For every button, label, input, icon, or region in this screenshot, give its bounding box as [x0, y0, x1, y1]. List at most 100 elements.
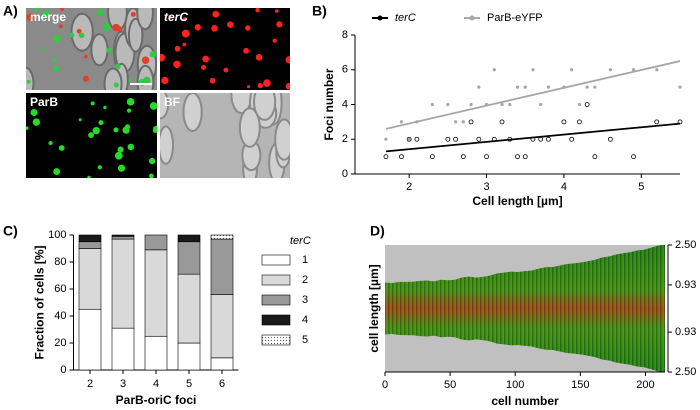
- focus: [212, 10, 220, 18]
- focus: [285, 82, 290, 90]
- bar-segment: [210, 238, 234, 295]
- point: [384, 137, 388, 141]
- legend-marker: [377, 15, 383, 21]
- cell: [70, 12, 94, 52]
- legend-label: 1: [302, 254, 308, 266]
- point: [492, 68, 496, 72]
- point: [678, 85, 682, 89]
- panel-label: A): [3, 3, 18, 19]
- focus: [26, 13, 35, 21]
- y-tick-label: 60: [54, 283, 66, 295]
- point: [484, 154, 489, 160]
- micrograph-content: [160, 93, 290, 178]
- focus: [141, 56, 150, 65]
- cell: [274, 118, 290, 161]
- focus: [103, 105, 107, 110]
- focus: [128, 78, 132, 82]
- point: [538, 136, 544, 142]
- point: [631, 154, 636, 160]
- tile-label: merge: [30, 10, 66, 24]
- focus: [161, 76, 169, 85]
- micrograph-content: [160, 8, 290, 90]
- focus: [32, 118, 41, 126]
- focus: [53, 168, 61, 175]
- y-tick-label: 4: [342, 98, 348, 110]
- focus: [78, 32, 85, 39]
- point: [584, 102, 590, 107]
- point: [531, 68, 535, 72]
- point: [468, 119, 474, 125]
- focus: [173, 60, 181, 69]
- focus: [149, 102, 157, 110]
- x-tick-label: 150: [571, 379, 589, 391]
- focus: [227, 21, 234, 28]
- y-tick-label: 40: [54, 310, 66, 322]
- focus: [245, 25, 251, 31]
- point: [453, 136, 458, 142]
- point: [654, 119, 660, 125]
- y-tick-label: 20: [54, 337, 66, 349]
- legend-label: 5: [302, 334, 308, 346]
- point: [414, 136, 420, 142]
- point: [445, 136, 451, 142]
- micrograph-content: [26, 8, 157, 90]
- x-axis-label: ParB-oriC foci: [116, 393, 197, 407]
- bar-segment: [144, 234, 168, 251]
- focus: [117, 164, 126, 172]
- focus: [276, 21, 283, 28]
- focus: [181, 29, 190, 38]
- cell: [182, 93, 203, 132]
- focus: [115, 63, 121, 70]
- focus: [114, 151, 123, 160]
- focus: [223, 67, 229, 73]
- y-axis-label: Foci number: [322, 68, 336, 140]
- focus: [39, 46, 44, 50]
- point: [460, 154, 466, 160]
- panel-label: C): [3, 223, 18, 239]
- point: [446, 102, 450, 107]
- focus: [30, 109, 38, 117]
- legend-label: ParB-eYFP: [487, 12, 543, 24]
- cell: [90, 33, 109, 67]
- focus: [117, 146, 124, 153]
- point: [585, 85, 589, 89]
- cell: [160, 93, 170, 120]
- focus: [87, 175, 91, 178]
- point: [430, 102, 434, 107]
- micrograph-tile: [160, 8, 290, 90]
- point: [546, 136, 551, 142]
- focus: [48, 140, 53, 146]
- point: [655, 68, 659, 72]
- focus: [255, 53, 263, 61]
- point: [523, 85, 527, 89]
- y-axis-label: cell length [µm]: [367, 264, 381, 352]
- legend-swatch: [261, 314, 291, 326]
- legend-swatch: [261, 294, 291, 306]
- focus: [58, 145, 65, 151]
- point: [577, 102, 582, 107]
- focus: [122, 126, 130, 134]
- legend-label: 3: [302, 294, 308, 306]
- point: [399, 154, 404, 160]
- y-tick-label: 6: [342, 64, 348, 76]
- bar-segment: [111, 234, 135, 237]
- bar-segment: [111, 327, 135, 371]
- focus: [113, 82, 119, 88]
- cell: [160, 125, 175, 165]
- y-tick-label: 0: [60, 364, 66, 376]
- cell: [253, 93, 277, 121]
- focus: [84, 54, 88, 59]
- point: [508, 102, 512, 107]
- focus: [148, 157, 156, 165]
- x-tick-label: 0: [382, 379, 388, 391]
- y-tick-label: 2: [342, 133, 348, 145]
- focus: [98, 120, 104, 126]
- point: [592, 154, 598, 160]
- y-tick-label: 2.50: [675, 366, 696, 378]
- focus: [32, 8, 40, 12]
- x-tick-label: 4: [561, 181, 567, 193]
- point: [607, 136, 613, 142]
- point: [569, 136, 575, 142]
- focus: [149, 51, 157, 58]
